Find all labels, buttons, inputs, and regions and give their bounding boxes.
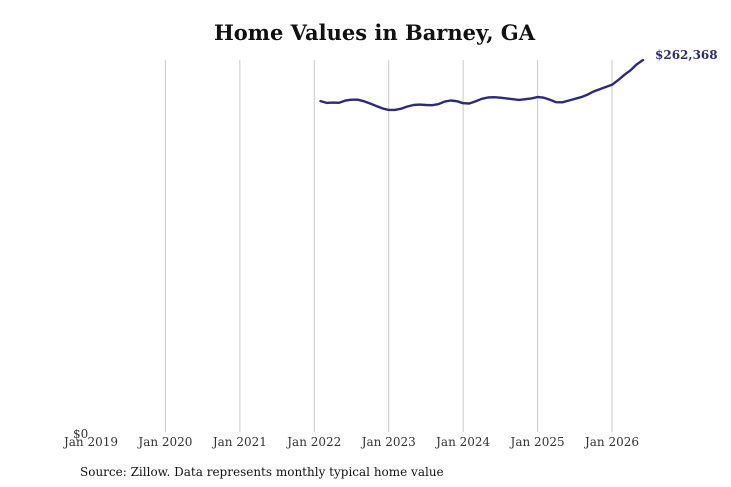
- x-tick-label: Jan 2025: [509, 435, 565, 449]
- x-tick-label: Jan 2021: [211, 435, 267, 449]
- end-value-label: $262,368: [655, 48, 718, 62]
- x-tick-label: Jan 2023: [360, 435, 416, 449]
- series-line: [319, 58, 645, 112]
- x-tick-label: Jan 2022: [285, 435, 341, 449]
- y-tick-label: $0: [73, 427, 88, 441]
- chart-title: Home Values in Barney, GA: [213, 20, 536, 45]
- chart-source-note: Source: Zillow. Data represents monthly …: [80, 465, 444, 479]
- x-tick-label: Jan 2026: [583, 435, 639, 449]
- x-tick-label: Jan 2019: [62, 435, 118, 449]
- x-tick-label: Jan 2024: [434, 435, 490, 449]
- x-tick-label: Jan 2020: [136, 435, 192, 449]
